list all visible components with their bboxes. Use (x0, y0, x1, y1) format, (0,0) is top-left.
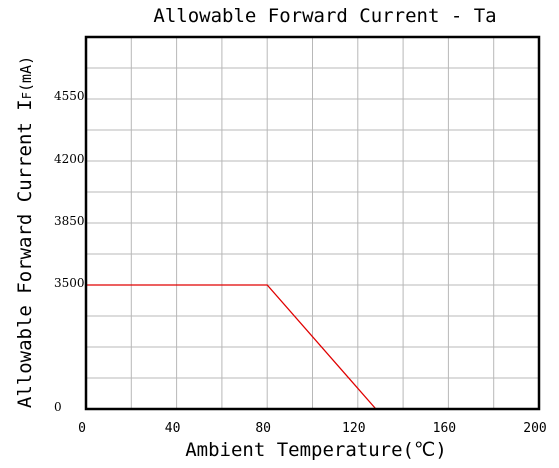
x-tick-label: 0 (78, 421, 86, 436)
y-tick-label: 3850 (54, 214, 85, 228)
plot-frame (84, 35, 541, 411)
y-tick-label: 0 (54, 400, 62, 414)
y-tick-label: 4550 (54, 89, 85, 103)
series-line (86, 284, 377, 410)
y-axis-label-unit: (mA) (17, 56, 35, 92)
x-tick-label: 80 (255, 421, 271, 436)
x-tick-labels: 0 40 80 120 160 200 (78, 421, 547, 436)
chart-title: Allowable Forward Current - Ta (153, 5, 496, 27)
x-tick-label: 160 (433, 421, 456, 436)
x-tick-label: 40 (165, 421, 181, 436)
x-tick-label: 120 (342, 421, 365, 436)
x-axis-label: Ambient Temperature(℃) (185, 439, 447, 461)
y-axis-label-main: Allowable Forward Current I (14, 99, 36, 408)
y-axis-label: Allowable Forward Current IF(mA) (14, 56, 36, 408)
y-tick-label: 3500 (54, 276, 85, 290)
y-tick-label: 4200 (54, 152, 85, 166)
y-tick-labels: 0 3500 3850 4200 4550 (54, 89, 85, 414)
grid-lines (86, 37, 539, 409)
series-group (86, 284, 377, 410)
y-axis-label-sub: F (20, 92, 34, 99)
x-tick-label: 200 (523, 421, 546, 436)
